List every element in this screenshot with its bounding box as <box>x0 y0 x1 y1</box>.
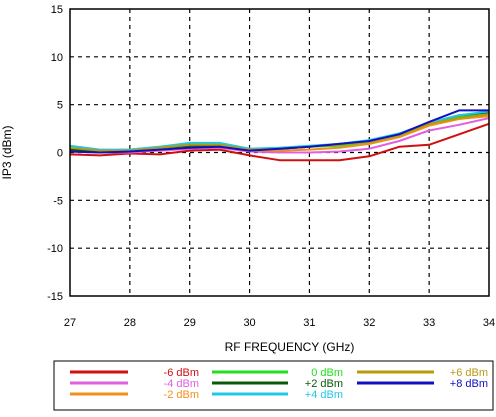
plot-frame <box>69 8 490 297</box>
x-tick-label: 28 <box>124 317 136 329</box>
y-axis-label: IP3 (dBm) <box>0 125 14 179</box>
x-tick-label: 32 <box>363 317 375 329</box>
x-tick-labels: 27 28 29 30 31 32 33 34 <box>64 317 495 329</box>
series-line <box>69 109 489 154</box>
y-tick-label: 15 <box>51 4 63 16</box>
x-axis-label: RF FREQUENCY (GHz) <box>225 340 355 354</box>
y-tick-labels: 15 10 5 0 -5 -10 -15 <box>47 4 63 303</box>
x-tick-label: 31 <box>303 317 315 329</box>
x-tick-label: 34 <box>483 317 495 329</box>
legend-label: 0 dBm <box>311 367 343 379</box>
legend-label: -2 dBm <box>164 389 199 401</box>
x-tick-label: 27 <box>64 317 76 329</box>
y-tick-label: 0 <box>57 148 63 160</box>
legend-label: +8 dBm <box>450 378 488 390</box>
x-tick-label: 33 <box>423 317 435 329</box>
y-tick-label: 10 <box>51 52 63 64</box>
legend-label: +2 dBm <box>305 378 343 390</box>
y-tick-label: -10 <box>47 243 63 255</box>
x-tick-label: 30 <box>243 317 255 329</box>
legend-label: +4 dBm <box>305 389 343 401</box>
legend-label: +6 dBm <box>450 367 488 379</box>
series-layer <box>69 109 490 162</box>
legend-label: -6 dBm <box>164 367 199 379</box>
y-tick-label: -5 <box>53 195 63 207</box>
legend-label: -4 dBm <box>164 378 199 390</box>
series-line <box>69 122 490 162</box>
x-tick-label: 29 <box>184 317 196 329</box>
legend-box <box>53 360 494 411</box>
y-tick-label: 5 <box>57 100 63 112</box>
y-tick-label: -15 <box>47 291 63 303</box>
legend: -6 dBm-4 dBm-2 dBm 0 dBm+2 dBm+4 dBm +6 dB… <box>70 367 488 401</box>
